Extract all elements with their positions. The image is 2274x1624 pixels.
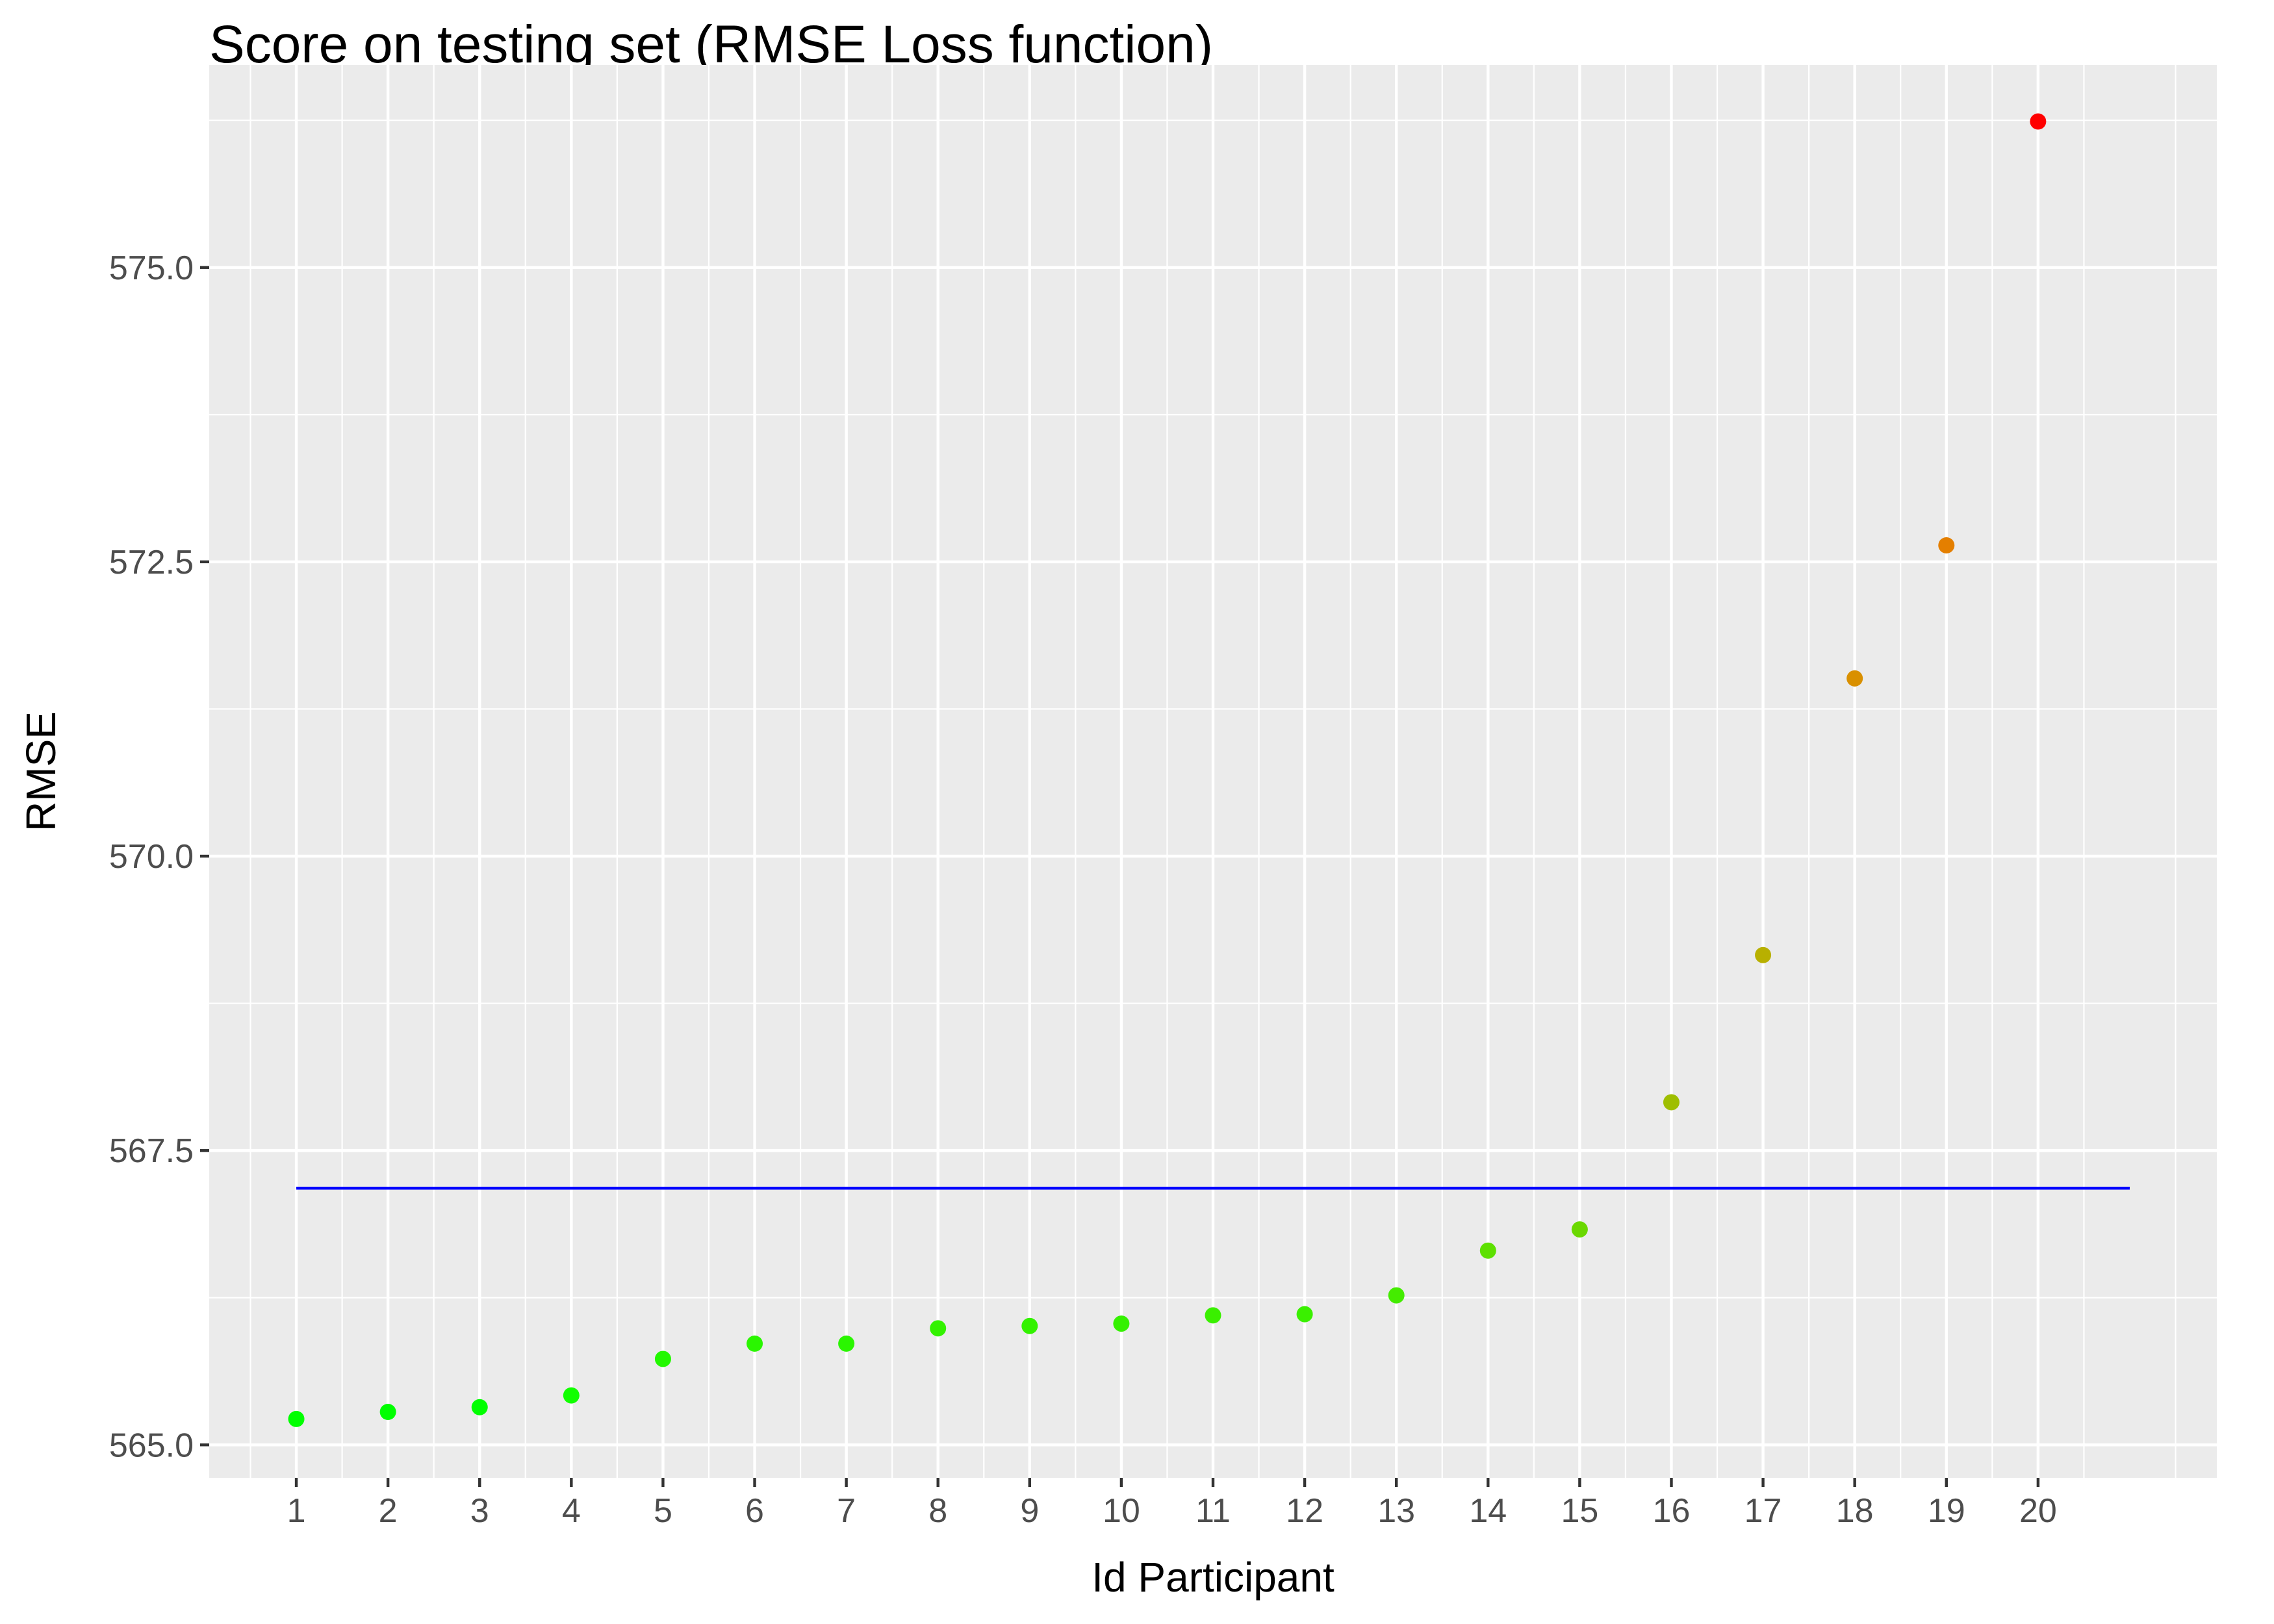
y-tick-label: 575.0: [109, 249, 194, 287]
data-point: [2030, 113, 2047, 130]
x-tick-label: 19: [1928, 1492, 1965, 1530]
x-tick-label: 12: [1286, 1492, 1323, 1530]
x-tick-label: 20: [2019, 1492, 2057, 1530]
x-tick-label: 2: [379, 1492, 398, 1530]
chart-title: Score on testing set (RMSE Loss function…: [209, 15, 1214, 74]
major-gridlines: [209, 65, 2217, 1478]
x-tick-label: 17: [1744, 1492, 1782, 1530]
x-tick-label: 11: [1195, 1492, 1231, 1530]
x-tick-label: 16: [1653, 1492, 1691, 1530]
data-point: [1205, 1307, 1221, 1324]
data-point: [379, 1404, 396, 1420]
x-tick-label: 5: [654, 1492, 672, 1530]
data-point: [654, 1351, 671, 1367]
y-tick-label: 570.0: [109, 838, 194, 876]
data-point: [1663, 1094, 1680, 1111]
data-point: [930, 1320, 947, 1337]
x-tick-label: 1: [287, 1492, 306, 1530]
data-point: [1938, 537, 1955, 553]
x-tick-label: 13: [1377, 1492, 1415, 1530]
data-point: [747, 1335, 763, 1352]
x-tick-label: 3: [470, 1492, 489, 1530]
y-axis-title: RMSE: [18, 711, 64, 831]
x-tick-label: 8: [928, 1492, 947, 1530]
data-point: [838, 1335, 855, 1352]
data-point: [563, 1387, 580, 1404]
data-point: [1388, 1287, 1405, 1304]
data-point: [1846, 670, 1863, 687]
x-tick-label: 6: [745, 1492, 764, 1530]
data-point: [1113, 1315, 1130, 1332]
y-tick-label: 565.0: [109, 1427, 194, 1464]
x-tick-label: 15: [1561, 1492, 1598, 1530]
x-tick-label: 10: [1103, 1492, 1140, 1530]
x-tick-label: 4: [562, 1492, 581, 1530]
x-tick-label: 9: [1020, 1492, 1039, 1530]
y-axis: 565.0 567.5 570.0 572.5 575.0: [109, 249, 209, 1464]
data-point: [1479, 1242, 1496, 1259]
x-axis-title: Id Participant: [1092, 1554, 1335, 1601]
data-point: [288, 1410, 305, 1427]
x-tick-label: 14: [1469, 1492, 1507, 1530]
data-point: [1296, 1306, 1313, 1323]
data-points: [288, 113, 2047, 1427]
y-tick-label: 567.5: [109, 1132, 194, 1170]
data-point: [1755, 946, 1772, 963]
data-point: [1021, 1317, 1038, 1334]
x-tick-label: 7: [837, 1492, 856, 1530]
data-point: [1571, 1221, 1588, 1238]
x-tick-label: 18: [1836, 1492, 1874, 1530]
y-tick-label: 572.5: [109, 544, 194, 581]
x-axis: 1 2 3 4 5 6 7 8 9 10 11 12 13 14 15 16 17 18 19 20: [287, 1478, 2057, 1530]
data-point: [471, 1399, 488, 1415]
